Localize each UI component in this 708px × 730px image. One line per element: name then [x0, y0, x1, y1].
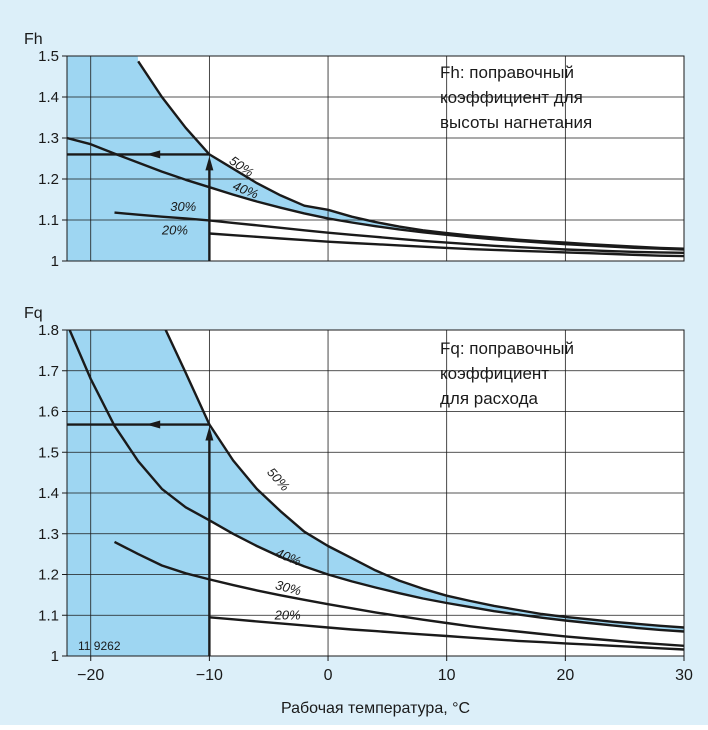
y-tick-label: 1.1 [38, 607, 59, 624]
series-curve-40pct [68, 330, 684, 633]
y-tick-label: 1 [51, 648, 59, 665]
y-tick-label: 1 [51, 253, 59, 270]
x-axis-label: Рабочая температура, °C [281, 700, 470, 717]
y-tick-label: 1.3 [38, 130, 59, 147]
y-tick-label: 1.6 [38, 404, 59, 421]
y-tick-label: 1.2 [38, 567, 59, 584]
y-tick-label: 1.8 [38, 322, 59, 339]
y-axis-label: Fh [24, 31, 43, 48]
figure-number: 11 9262 [78, 639, 121, 653]
series-curve-50pct [137, 60, 684, 250]
plot-frame [66, 329, 685, 657]
x-tick-label: 20 [556, 667, 574, 684]
x-tick-label: −20 [77, 667, 104, 684]
y-tick-label: 1.1 [38, 212, 59, 229]
annotation-text: Fh: поправочный [440, 63, 574, 82]
y-axis-label: Fq [24, 305, 43, 322]
x-tick-label: 30 [675, 667, 693, 684]
x-tick-label: 10 [438, 667, 456, 684]
series-label: 30% [170, 199, 196, 214]
y-tick-label: 1.4 [38, 89, 59, 106]
reading-arrowhead-left [146, 420, 161, 429]
x-tick-label: −10 [196, 667, 223, 684]
series-label: 20% [161, 222, 188, 237]
plot-fq: 1.81.71.61.51.41.31.21.1150%40%30%20%FqF… [24, 305, 693, 717]
reading-arrowhead-up [205, 156, 214, 171]
series-curve-50pct [164, 330, 684, 629]
y-tick-label: 1.5 [38, 48, 59, 65]
series-label: 30% [274, 577, 303, 598]
series-curve-20pct [209, 232, 684, 258]
series-curve-40pct [67, 136, 684, 251]
annotation-text: коэффициент для [440, 88, 583, 107]
band-40-50-fill [67, 56, 684, 250]
plot-frame [66, 55, 685, 262]
y-tick-label: 1.7 [38, 363, 59, 380]
annotation-text: коэффициент [440, 364, 549, 383]
reading-arrowhead-left [146, 150, 161, 159]
annotation-text: Fq: поправочный [440, 339, 574, 358]
y-tick-label: 1.4 [38, 485, 59, 502]
series-curve-20pct [209, 616, 684, 651]
y-tick-label: 1.2 [38, 171, 59, 188]
y-tick-label: 1.3 [38, 526, 59, 543]
y-tick-label: 1.5 [38, 444, 59, 461]
x-tick-label: 0 [324, 667, 333, 684]
annotation-text: высоты нагнетания [440, 113, 592, 132]
annotation-text: для расхода [440, 389, 538, 408]
series-label: 20% [274, 607, 301, 622]
reading-arrowhead-up [205, 426, 214, 441]
